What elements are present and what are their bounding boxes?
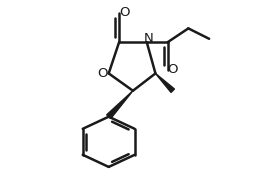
- Polygon shape: [155, 73, 175, 92]
- Text: O: O: [119, 6, 130, 19]
- Text: O: O: [97, 67, 108, 80]
- Text: N: N: [144, 32, 153, 45]
- Polygon shape: [107, 91, 133, 119]
- Text: O: O: [168, 63, 178, 77]
